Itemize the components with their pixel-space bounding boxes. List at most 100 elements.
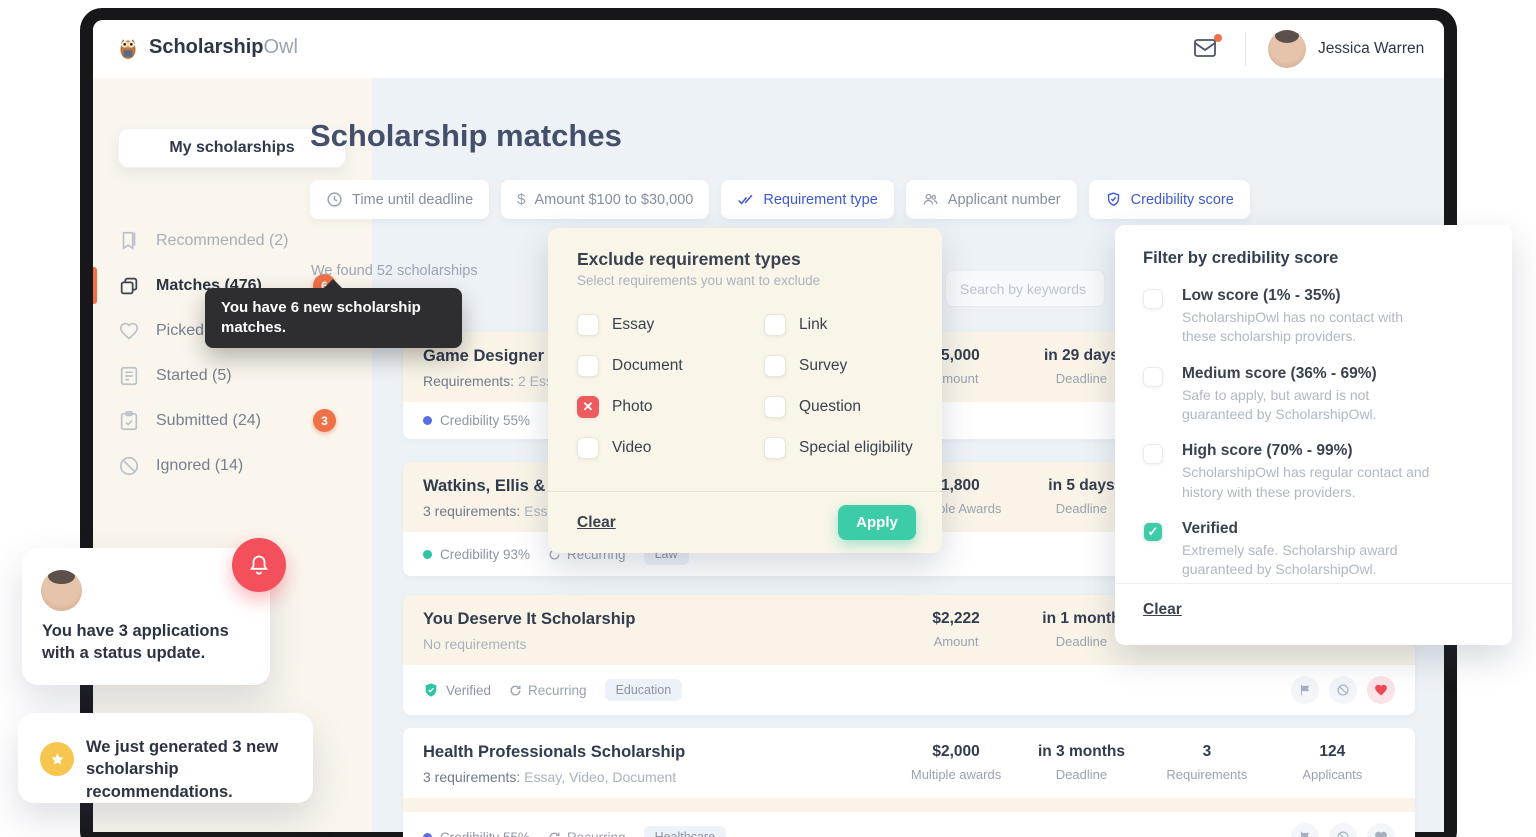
flag-button[interactable]: [1291, 823, 1319, 837]
checkbox-verified[interactable]: ✓ Verified Extremely safe. Scholarship aw…: [1143, 520, 1473, 580]
checkbox-low-score[interactable]: Low score (1% - 35%) ScholarshipOwl has n…: [1143, 287, 1473, 347]
checkbox-link[interactable]: Link: [764, 314, 913, 336]
credibility-dot: [423, 832, 432, 837]
sidebar-item-ignored[interactable]: Ignored (14): [93, 443, 372, 488]
sidebar-item-started[interactable]: Started (5): [93, 353, 372, 398]
checkbox[interactable]: [1143, 444, 1163, 465]
card-footer: Credibility 55% Recurring Healthcare: [403, 812, 1415, 837]
recommendations-notification[interactable]: We just generated 3 new scholarship reco…: [18, 713, 313, 803]
brand-logo[interactable]: ScholarshipOwl: [115, 34, 298, 60]
search-input[interactable]: [945, 270, 1105, 307]
credibility-label: Credibility 55%: [423, 830, 530, 837]
category-tag: Education: [604, 679, 683, 701]
sidebar-item-label: Submitted (24): [156, 411, 261, 429]
deadline-column: in 1 month Deadline: [1042, 610, 1121, 649]
checkbox[interactable]: [764, 396, 786, 418]
notification-text: We just generated 3 new scholarship reco…: [86, 738, 279, 801]
checkbox-special-eligibility[interactable]: Special eligibility: [764, 437, 913, 459]
credibility-label: Credibility 55%: [423, 413, 530, 428]
clear-link[interactable]: Clear: [577, 513, 616, 531]
sidebar-item-label: Recommended (2): [156, 231, 289, 249]
checkbox-checked-x[interactable]: ✕: [577, 396, 599, 418]
envelope-icon: [1193, 37, 1219, 59]
brand-name-bold: Scholarship: [149, 35, 264, 58]
checkbox[interactable]: [577, 437, 599, 459]
verified-label: Verified: [423, 682, 491, 698]
clear-link[interactable]: Clear: [1143, 601, 1182, 618]
checkbox[interactable]: [764, 437, 786, 459]
amount-column: $5,000 Amount: [932, 347, 980, 386]
recurring-label: Recurring: [548, 830, 626, 837]
filter-chip-credibility-score[interactable]: Credibility score: [1088, 180, 1250, 219]
checkbox-essay[interactable]: Essay: [577, 314, 764, 336]
popup-divider: [1115, 583, 1512, 584]
checkbox-high-score[interactable]: High score (70% - 99%) ScholarshipOwl has…: [1143, 442, 1473, 502]
amount-column: $2,222 Amount: [932, 610, 980, 649]
clock-icon: [326, 191, 343, 208]
popup-footer: Clear Apply: [548, 491, 942, 553]
apply-button[interactable]: Apply: [838, 505, 916, 540]
credibility-dot: [423, 549, 432, 559]
checkbox[interactable]: [577, 314, 599, 336]
checkbox-document[interactable]: Document: [577, 355, 764, 377]
card-actions: [1291, 676, 1395, 704]
filter-chip-requirement-type[interactable]: Requirement type: [721, 180, 894, 219]
requirements-column: 3 Requirements: [1166, 743, 1248, 782]
sidebar-nav: Recommended (2) Matches (476) 6 Picked: [93, 218, 372, 488]
new-matches-tooltip: You have 6 new scholarship matches.: [205, 279, 462, 348]
filter-chip-label: Requirement type: [763, 191, 878, 208]
checkbox[interactable]: [764, 355, 786, 377]
unread-dot: [1214, 34, 1222, 42]
tooltip-text: You have 6 new scholarship matches.: [221, 299, 421, 337]
filter-chip-amount[interactable]: $ Amount $100 to $30,000: [501, 180, 710, 219]
filter-chips: Time until deadline $ Amount $100 to $30…: [310, 180, 1250, 219]
filter-chip-deadline[interactable]: Time until deadline: [310, 180, 490, 219]
user-name[interactable]: Jessica Warren: [1318, 40, 1425, 57]
deadline-column: in 29 days Deadline: [1043, 347, 1119, 386]
amount-column: $2,000 Multiple awards: [910, 743, 1002, 782]
double-check-icon: [737, 191, 754, 208]
star-badge: [40, 742, 74, 776]
bookmark-icon: [118, 230, 140, 252]
sidebar-item-recommended[interactable]: Recommended (2): [93, 218, 372, 263]
deadline-column: in 3 months Deadline: [1037, 743, 1125, 782]
requirement-options-grid: Essay Link Document Survey ✕ Photo Questi…: [577, 314, 913, 459]
scholarship-card[interactable]: Health Professionals Scholarship 3 requi…: [403, 728, 1415, 837]
scholarship-title: You Deserve It Scholarship: [423, 610, 636, 628]
bell-button[interactable]: [232, 538, 286, 592]
credibility-dot: [423, 416, 432, 425]
checkbox-photo[interactable]: ✕ Photo: [577, 396, 764, 418]
verified-shield-icon: [423, 682, 439, 698]
filter-chip-label: Time until deadline: [352, 191, 474, 208]
mail-button[interactable]: [1193, 34, 1222, 61]
checkbox-checked[interactable]: ✓: [1143, 521, 1163, 542]
scholarship-title: Health Professionals Scholarship: [423, 743, 686, 761]
checkbox-video[interactable]: Video: [577, 437, 764, 459]
favorite-button[interactable]: [1367, 823, 1395, 837]
checkbox-question[interactable]: Question: [764, 396, 913, 418]
card-header: Health Professionals Scholarship 3 requi…: [403, 728, 1415, 798]
sidebar-item-submitted[interactable]: Submitted (24) 3: [93, 398, 372, 443]
card-footer: Verified Recurring Education: [403, 665, 1415, 715]
ignore-button[interactable]: [1329, 676, 1357, 704]
checkbox[interactable]: [577, 355, 599, 377]
status-update-notification[interactable]: You have 3 applications with a status up…: [22, 538, 286, 685]
user-avatar[interactable]: [1268, 30, 1306, 68]
category-tag: Healthcare: [643, 826, 727, 837]
flag-button[interactable]: [1291, 676, 1319, 704]
dollar-icon: $: [517, 191, 526, 208]
credibility-options: Low score (1% - 35%) ScholarshipOwl has n…: [1143, 287, 1473, 598]
filter-chip-label: Amount $100 to $30,000: [534, 191, 694, 208]
applicants-column: 124 Applicants: [1302, 743, 1363, 782]
sidebar-item-picked[interactable]: Picked: [93, 308, 372, 353]
ignore-button[interactable]: [1329, 823, 1357, 837]
checkbox[interactable]: [764, 314, 786, 336]
favorite-button[interactable]: [1367, 676, 1395, 704]
my-scholarships-button[interactable]: My scholarships: [118, 128, 346, 168]
notification-avatar: [41, 570, 82, 611]
filter-chip-applicant-number[interactable]: Applicant number: [905, 180, 1077, 219]
checkbox-survey[interactable]: Survey: [764, 355, 913, 377]
checkbox-medium-score[interactable]: Medium score (36% - 69%) Safe to apply, b…: [1143, 365, 1473, 425]
checkbox[interactable]: [1143, 366, 1163, 387]
checkbox[interactable]: [1143, 289, 1163, 309]
